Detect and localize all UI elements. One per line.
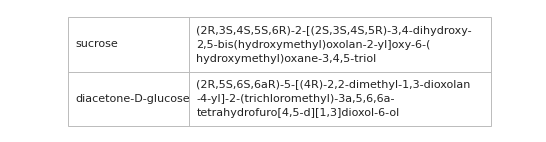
Text: (2R,3S,4S,5S,6R)-2-[(2S,3S,4S,5R)-3,4-dihydroxy-
2,5-bis(hydroxymethyl)oxolan-2-: (2R,3S,4S,5S,6R)-2-[(2S,3S,4S,5R)-3,4-di… — [197, 26, 472, 64]
Text: sucrose: sucrose — [76, 39, 118, 49]
Text: diacetone-D-glucose: diacetone-D-glucose — [76, 94, 191, 104]
Text: (2R,5S,6S,6aR)-5-[(4R)-2,2-dimethyl-1,3-dioxolan
-4-yl]-2-(trichloromethyl)-3a,5: (2R,5S,6S,6aR)-5-[(4R)-2,2-dimethyl-1,3-… — [197, 81, 471, 118]
